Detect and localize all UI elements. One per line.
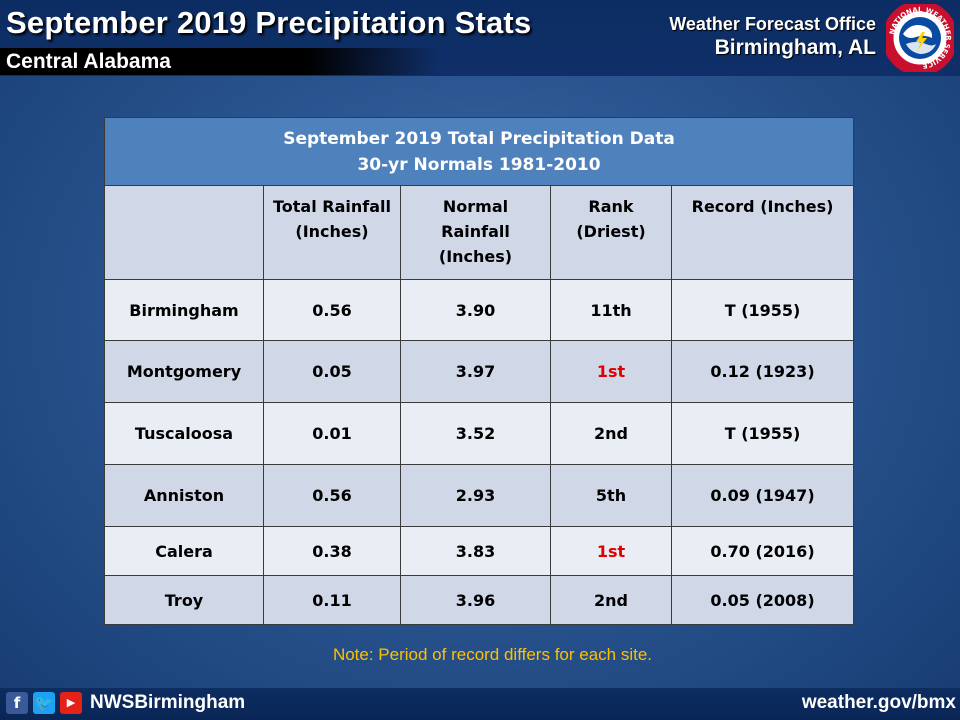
header-text: (Inches) [295,222,369,241]
cell-record: 0.09 (1947) [670,464,855,527]
cell-record: T (1955) [670,279,855,341]
website-link[interactable]: weather.gov/bmx [801,692,956,713]
table-header-row: Total Rainfall (Inches) Normal Rainfall … [104,185,855,280]
youtube-icon[interactable]: ▶ [60,692,82,714]
cell-normal: 2.93 [400,464,551,527]
office-location: Birmingham, AL [714,36,876,59]
cell-rank: 2nd [550,575,672,625]
cell-normal: 3.52 [400,402,551,465]
table-row: Tuscaloosa 0.01 3.52 2nd T (1955) [104,402,855,465]
cell-normal: 3.90 [400,279,551,341]
subtitle-bar [0,48,440,75]
cell-site: Tuscaloosa [104,402,264,465]
header-record: Record (Inches) [670,185,855,280]
caption-line-1: September 2019 Total Precipitation Data [283,128,675,149]
nws-logo-icon: NATIONAL WEATHER SERVICE [886,4,954,72]
cell-site: Birmingham [104,279,264,341]
header-text: Normal [442,197,509,216]
cell-rank: 1st [550,526,672,576]
table-row: Birmingham 0.56 3.90 11th T (1955) [104,279,855,341]
cell-rank: 1st [550,340,672,403]
header-total-rainfall: Total Rainfall (Inches) [263,185,401,280]
cell-total: 0.38 [263,526,401,576]
precip-table: September 2019 Total Precipitation Data … [103,117,855,625]
table-row: Troy 0.11 3.96 2nd 0.05 (2008) [104,575,855,625]
office-name: Weather Forecast Office [669,14,876,34]
header-text: (Driest) [576,222,646,241]
cell-site: Anniston [104,464,264,527]
page-subtitle: Central Alabama [6,50,171,73]
footnote: Note: Period of record differs for each … [332,645,653,664]
cell-normal: 3.83 [400,526,551,576]
social-icons: f 🐦 ▶ [6,692,82,714]
cell-site: Troy [104,575,264,625]
header-rank: Rank (Driest) [550,185,672,280]
cell-record: 0.12 (1923) [670,340,855,403]
cell-total: 0.05 [263,340,401,403]
cell-record: 0.05 (2008) [670,575,855,625]
header-normal-rainfall: Normal Rainfall (Inches) [400,185,551,280]
cell-site: Montgomery [104,340,264,403]
footer-bar [0,688,960,720]
table-row: Montgomery 0.05 3.97 1st 0.12 (1923) [104,340,855,403]
header-text: Total Rainfall [273,197,391,216]
cell-rank: 5th [550,464,672,527]
table-row: Calera 0.38 3.83 1st 0.70 (2016) [104,526,855,576]
cell-record: 0.70 (2016) [670,526,855,576]
precip-table-container: September 2019 Total Precipitation Data … [103,117,855,625]
social-handle[interactable]: NWSBirmingham [90,692,246,713]
cell-record: T (1955) [670,402,855,465]
facebook-icon[interactable]: f [6,692,28,714]
table-caption-row: September 2019 Total Precipitation Data … [103,117,855,186]
header-text: Rainfall [441,222,510,241]
page-title: September 2019 Precipitation Stats [6,5,532,40]
caption-line-2: 30-yr Normals 1981-2010 [357,154,601,175]
header-text: (Inches) [438,247,513,266]
cell-normal: 3.97 [400,340,551,403]
cell-total: 0.11 [263,575,401,625]
header-site [104,185,264,280]
cell-rank: 2nd [550,402,672,465]
table-caption: September 2019 Total Precipitation Data … [103,117,855,186]
cell-site: Calera [104,526,264,576]
cell-rank: 11th [550,279,672,341]
cell-total: 0.56 [263,279,401,341]
table-row: Anniston 0.56 2.93 5th 0.09 (1947) [104,464,855,527]
header-text: Record (Inches) [691,197,834,216]
cell-total: 0.01 [263,402,401,465]
cell-total: 0.56 [263,464,401,527]
header-text: Rank [588,197,634,216]
twitter-icon[interactable]: 🐦 [33,692,55,714]
cell-normal: 3.96 [400,575,551,625]
